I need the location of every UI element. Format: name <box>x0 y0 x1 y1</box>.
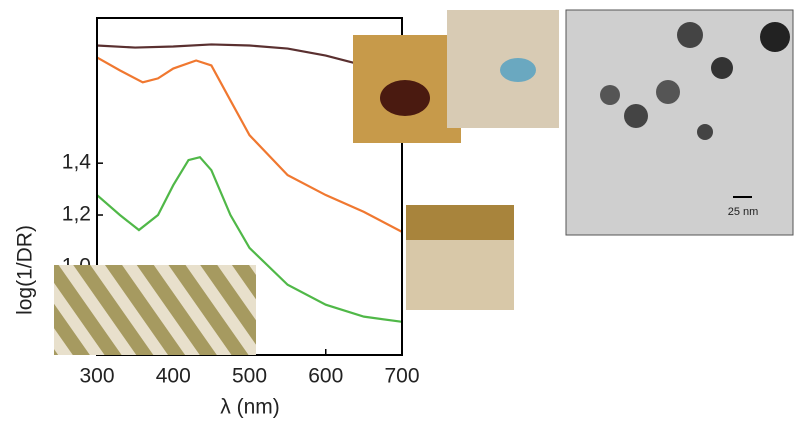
x-tick-label: 600 <box>308 365 343 388</box>
particle <box>600 85 620 105</box>
figure: log(1/DR) λ (nm) 3004005006007000,81,01,… <box>0 0 801 422</box>
particle <box>760 22 790 52</box>
photo-blue-spot <box>500 58 536 82</box>
photo-overlays: 25 nm <box>54 10 793 355</box>
particle <box>624 104 648 128</box>
data-line <box>97 44 364 65</box>
y-tick-label: 1,2 <box>62 203 91 226</box>
particle <box>711 57 733 79</box>
x-tick-label: 300 <box>79 365 114 388</box>
x-tick-label: 500 <box>232 365 267 388</box>
photo-script-band <box>406 205 514 240</box>
photo-stripes <box>54 265 256 355</box>
particle <box>677 22 703 48</box>
scale-bar-label: 25 nm <box>728 206 759 218</box>
tem-image <box>566 10 793 235</box>
y-tick-label: 1,4 <box>62 151 92 174</box>
particle <box>656 80 680 104</box>
x-axis-label: λ (nm) <box>220 396 280 419</box>
x-tick-label: 400 <box>156 365 191 388</box>
photo-dark-spot <box>380 80 430 116</box>
y-axis-label: log(1/DR) <box>14 225 37 315</box>
particle <box>697 124 713 140</box>
x-tick-label: 700 <box>384 365 419 388</box>
